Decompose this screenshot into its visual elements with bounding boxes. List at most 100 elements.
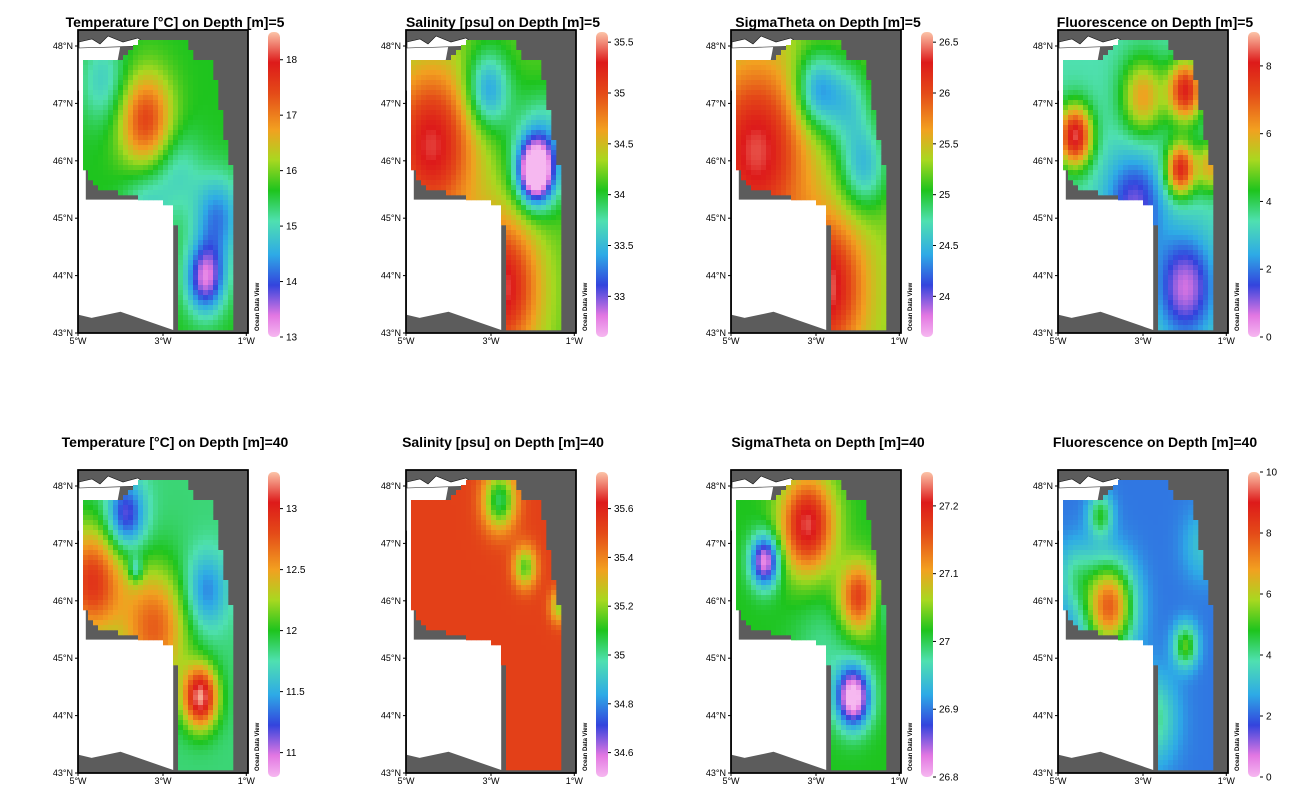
heatmap-cell — [436, 110, 442, 116]
heatmap-cell — [851, 110, 857, 116]
heatmap-cell — [791, 185, 797, 191]
heatmap-cell — [551, 215, 557, 221]
heatmap-cell — [1113, 115, 1119, 121]
heatmap-cell — [801, 85, 807, 91]
heatmap-cell — [506, 125, 512, 131]
heatmap-cell — [736, 100, 742, 106]
heatmap-cell — [461, 70, 467, 76]
heatmap-cell — [526, 75, 532, 81]
heatmap-cell — [168, 145, 174, 151]
heatmap-cell — [1148, 195, 1154, 201]
heatmap-cell — [183, 40, 189, 46]
heatmap-cell — [188, 90, 194, 96]
heatmap-cell — [541, 250, 547, 256]
heatmap-cell — [836, 310, 842, 316]
heatmap-cell — [1073, 160, 1079, 166]
heatmap-cell — [88, 115, 94, 121]
heatmap-cell — [1143, 180, 1149, 186]
heatmap-cell — [1133, 40, 1139, 46]
heatmap-cell — [526, 230, 532, 236]
heatmap-cell — [416, 90, 422, 96]
heatmap-cell — [1063, 130, 1069, 136]
heatmap-cell — [551, 210, 557, 216]
heatmap-cell — [198, 75, 204, 81]
heatmap-cell — [103, 110, 109, 116]
heatmap-cell — [1083, 180, 1089, 186]
heatmap-cell — [476, 80, 482, 86]
heatmap-cell — [118, 520, 124, 526]
heatmap-cell — [826, 180, 832, 186]
heatmap-cell — [506, 195, 512, 201]
heatmap-cell — [153, 165, 159, 171]
heatmap-cell — [491, 40, 497, 46]
heatmap-cell — [93, 530, 99, 536]
heatmap-cell — [83, 560, 89, 566]
heatmap-cell — [1133, 170, 1139, 176]
heatmap-cell — [546, 210, 552, 216]
heatmap-cell — [128, 120, 134, 126]
heatmap-cell — [143, 110, 149, 116]
heatmap-cell — [841, 235, 847, 241]
heatmap-cell — [148, 515, 154, 521]
heatmap-cell — [756, 165, 762, 171]
heatmap-cell — [831, 60, 837, 66]
heatmap-cell — [761, 155, 767, 161]
heatmap-cell — [746, 115, 752, 121]
heatmap-cell — [486, 60, 492, 66]
heatmap-cell — [771, 75, 777, 81]
heatmap-cell — [158, 125, 164, 131]
heatmap-cell — [108, 185, 114, 191]
heatmap-cell — [193, 250, 199, 256]
heatmap-cell — [1068, 95, 1074, 101]
heatmap-cell — [551, 250, 557, 256]
heatmap-cell — [1118, 45, 1124, 51]
heatmap-cell — [471, 150, 477, 156]
heatmap-cell — [501, 95, 507, 101]
heatmap-cell — [1128, 50, 1134, 56]
heatmap-cell — [193, 105, 199, 111]
heatmap-cell — [481, 80, 487, 86]
heatmap-cell — [536, 60, 542, 66]
heatmap-cell — [1143, 190, 1149, 196]
heatmap-cell — [871, 310, 877, 316]
heatmap-cell — [178, 85, 184, 91]
heatmap-cell — [871, 150, 877, 156]
heatmap-cell — [1133, 45, 1139, 51]
heatmap-cell — [841, 85, 847, 91]
heatmap-cell — [881, 165, 887, 171]
heatmap-cell — [791, 100, 797, 106]
heatmap-cell — [1078, 155, 1084, 161]
heatmap-cell — [103, 130, 109, 136]
heatmap-cell — [766, 165, 772, 171]
heatmap-cell — [1158, 240, 1164, 246]
heatmap-cell — [546, 215, 552, 221]
heatmap-cell — [1173, 60, 1179, 66]
heatmap-cell — [511, 55, 517, 61]
heatmap-cell — [851, 255, 857, 261]
heatmap-cell — [536, 285, 542, 291]
heatmap-cell — [178, 100, 184, 106]
heatmap-cell — [811, 60, 817, 66]
heatmap-cell — [546, 275, 552, 281]
heatmap-cell — [1128, 140, 1134, 146]
heatmap-cell — [148, 180, 154, 186]
heatmap-cell — [1068, 140, 1074, 146]
heatmap-cell — [178, 215, 184, 221]
heatmap-cell — [183, 215, 189, 221]
heatmap-cell — [83, 565, 89, 571]
heatmap-cell — [736, 105, 742, 111]
heatmap-cell — [133, 135, 139, 141]
heatmap-cell — [411, 80, 417, 86]
heatmap-cell — [441, 75, 447, 81]
heatmap-cell — [841, 260, 847, 266]
heatmap-cell — [506, 115, 512, 121]
heatmap-cell — [851, 205, 857, 211]
heatmap-cell — [771, 80, 777, 86]
heatmap-cell — [1188, 195, 1194, 201]
heatmap-cell — [178, 305, 184, 311]
heatmap-cell — [1108, 170, 1114, 176]
heatmap-cell — [1083, 100, 1089, 106]
heatmap-cell — [228, 225, 234, 231]
heatmap-cell — [138, 55, 144, 61]
heatmap-cell — [1168, 255, 1174, 261]
